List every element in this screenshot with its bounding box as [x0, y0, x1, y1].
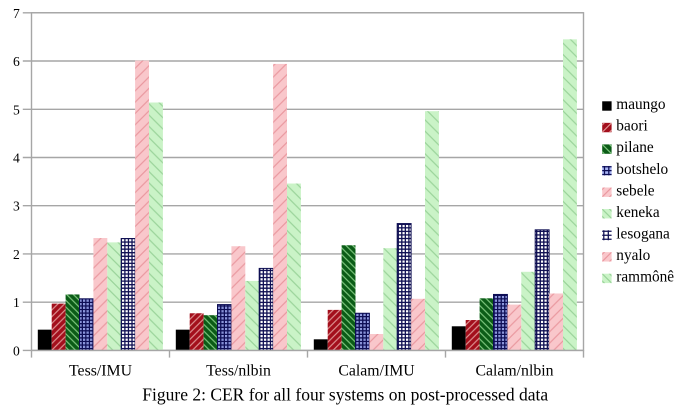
svg-text:2: 2 — [13, 247, 20, 262]
svg-text:sebele: sebele — [616, 182, 654, 199]
svg-text:5: 5 — [13, 102, 20, 117]
svg-text:keneka: keneka — [616, 204, 660, 221]
svg-text:Tess/nlbin: Tess/nlbin — [206, 362, 271, 379]
svg-text:botshelo: botshelo — [616, 161, 668, 178]
svg-text:Calam/nlbin: Calam/nlbin — [475, 362, 553, 379]
svg-text:pilane: pilane — [616, 139, 654, 156]
svg-text:Calam/IMU: Calam/IMU — [338, 362, 415, 379]
svg-text:nyalo: nyalo — [616, 247, 650, 264]
svg-text:1: 1 — [13, 295, 20, 310]
svg-text:Tess/IMU: Tess/IMU — [69, 362, 133, 379]
svg-text:4: 4 — [13, 151, 20, 166]
svg-text:7: 7 — [13, 6, 20, 21]
svg-text:0: 0 — [13, 343, 20, 358]
svg-text:3: 3 — [13, 199, 20, 214]
svg-text:6: 6 — [13, 54, 20, 69]
svg-text:lesogana: lesogana — [616, 225, 670, 242]
svg-text:baori: baori — [616, 118, 647, 135]
svg-text:rammônê: rammônê — [616, 269, 674, 286]
svg-text:maungo: maungo — [616, 96, 666, 113]
svg-text:Figure 2: CER for all four sys: Figure 2: CER for all four systems on po… — [142, 384, 548, 404]
